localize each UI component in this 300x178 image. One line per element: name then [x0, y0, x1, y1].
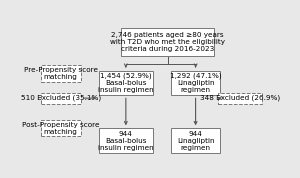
FancyBboxPatch shape — [41, 93, 80, 104]
FancyBboxPatch shape — [171, 128, 220, 153]
FancyBboxPatch shape — [99, 128, 153, 153]
Text: 2,746 patients aged ≥80 years
with T2D who met the eligibility
criteria during 2: 2,746 patients aged ≥80 years with T2D w… — [110, 32, 225, 52]
FancyBboxPatch shape — [218, 93, 262, 104]
FancyBboxPatch shape — [41, 120, 80, 137]
Text: 510 Excluded (35.1%): 510 Excluded (35.1%) — [21, 95, 101, 101]
Text: Pre-Propensity score
matching: Pre-Propensity score matching — [24, 67, 98, 80]
FancyBboxPatch shape — [99, 71, 153, 95]
Text: 1,454 (52.9%)
Basal-bolus
insulin regimen: 1,454 (52.9%) Basal-bolus insulin regime… — [98, 73, 154, 93]
FancyBboxPatch shape — [171, 71, 220, 95]
FancyBboxPatch shape — [41, 65, 80, 82]
Text: 944
Basal-bolus
insulin regimen: 944 Basal-bolus insulin regimen — [98, 131, 154, 151]
Text: 944
Linagliptin
regimen: 944 Linagliptin regimen — [177, 131, 214, 151]
Text: Post-Propensity score
matching: Post-Propensity score matching — [22, 122, 100, 135]
FancyBboxPatch shape — [121, 28, 214, 56]
Text: 348 Excluded (26.9%): 348 Excluded (26.9%) — [200, 95, 280, 101]
Text: 1,292 (47.1%)
Linagliptin
regimen: 1,292 (47.1%) Linagliptin regimen — [170, 73, 221, 93]
